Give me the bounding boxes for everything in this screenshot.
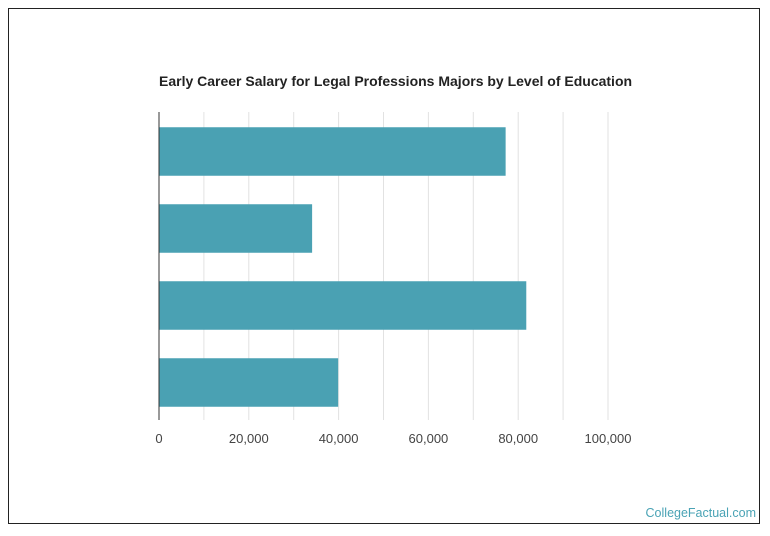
x-tick-labels: 0 20,000 40,000 60,000 80,000 100,000 (155, 431, 631, 446)
x-tick-label: 20,000 (229, 431, 269, 446)
x-tick-label: 60,000 (409, 431, 449, 446)
brand-watermark[interactable]: CollegeFactual.com (645, 506, 756, 520)
chart-title: Early Career Salary for Legal Profession… (159, 73, 633, 89)
bars (159, 127, 527, 407)
bar-2[interactable] (159, 204, 313, 253)
x-tick-label: 40,000 (319, 431, 359, 446)
x-tick-label: 0 (155, 431, 162, 446)
bar-3[interactable] (159, 281, 527, 330)
bar-1[interactable] (159, 127, 506, 176)
x-tick-label: 100,000 (585, 431, 632, 446)
x-tick-label: 80,000 (498, 431, 538, 446)
bar-4[interactable] (159, 358, 339, 407)
